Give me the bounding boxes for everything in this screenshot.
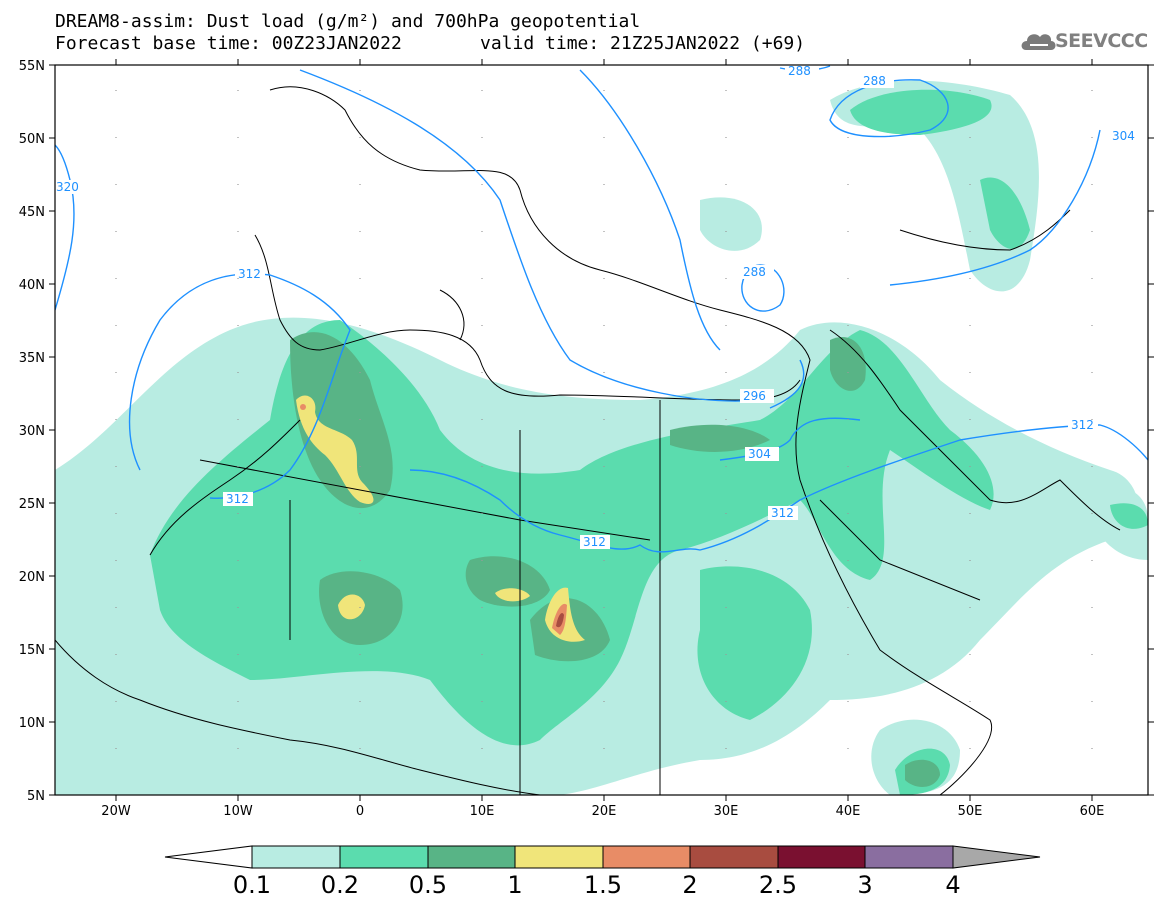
colorbar-labels: 0.1 0.2 0.5 1 1.5 2 2.5 3 4 bbox=[233, 871, 961, 899]
colorbar-label: 2.5 bbox=[759, 871, 797, 899]
axis-ticks bbox=[49, 59, 1154, 801]
lat-tick-label: 25N bbox=[19, 497, 45, 512]
contour-label: 312 bbox=[238, 267, 261, 281]
lat-tick-label: 5N bbox=[27, 789, 45, 804]
contour-label: 320 bbox=[56, 180, 79, 194]
contour-labels: 288 288 288 296 304 304 312 312 312 312 … bbox=[56, 64, 1144, 549]
lat-tick-label: 35N bbox=[19, 351, 45, 366]
contour-label: 312 bbox=[583, 535, 606, 549]
lat-tick-label: 15N bbox=[19, 643, 45, 658]
colorbar-under-arrow bbox=[164, 845, 253, 869]
contour-label: 312 bbox=[1071, 418, 1094, 432]
colorbar-swatch bbox=[514, 845, 604, 869]
lon-tick-label: 0 bbox=[356, 804, 364, 819]
longitude-labels: 20W 10W 0 10E 20E 30E 40E 50E 60E bbox=[101, 804, 1104, 819]
lon-tick-label: 10E bbox=[470, 804, 495, 819]
colorbar-swatch bbox=[689, 845, 779, 869]
colorbar-label: 3 bbox=[857, 871, 872, 899]
colorbar-swatch bbox=[339, 845, 429, 869]
lat-tick-label: 50N bbox=[19, 132, 45, 147]
colorbar-label: 1.5 bbox=[584, 871, 622, 899]
seevccc-logo-text: SEEVCCC bbox=[1055, 30, 1148, 52]
coastlines bbox=[55, 86, 1121, 795]
lat-tick-label: 45N bbox=[19, 205, 45, 220]
chart-title: DREAM8-assim: Dust load (g/m²) and 700hP… bbox=[55, 11, 641, 32]
colorbar-label: 4 bbox=[945, 871, 960, 899]
contour-label: 288 bbox=[788, 64, 811, 78]
forecast-times: Forecast base time: 00Z23JAN2022 valid ti… bbox=[55, 33, 805, 54]
base-time: Forecast base time: 00Z23JAN2022 bbox=[55, 33, 402, 54]
colorbar-swatch bbox=[602, 845, 691, 869]
colorbar-swatch bbox=[864, 845, 954, 869]
contour-label: 288 bbox=[743, 265, 766, 279]
lon-tick-label: 50E bbox=[958, 804, 983, 819]
lat-tick-label: 55N bbox=[19, 59, 45, 74]
contour-label: 312 bbox=[771, 506, 794, 520]
colorbar-over-arrow bbox=[952, 845, 1041, 869]
latitude-labels: 55N 50N 45N 40N 35N 30N 25N 20N 15N 10N … bbox=[19, 59, 45, 804]
cloud-icon bbox=[1021, 34, 1056, 50]
colorbar-swatch bbox=[427, 845, 516, 869]
colorbar-label: 0.2 bbox=[321, 871, 359, 899]
colorbar bbox=[164, 845, 1041, 869]
lon-tick-label: 10W bbox=[223, 804, 253, 819]
colorbar-label: 1 bbox=[507, 871, 522, 899]
contour-label: 288 bbox=[863, 74, 886, 88]
lon-tick-label: 20W bbox=[101, 804, 131, 819]
contour-label: 304 bbox=[1112, 129, 1135, 143]
colorbar-swatch bbox=[251, 845, 341, 869]
lon-tick-label: 30E bbox=[714, 804, 739, 819]
contour-label: 312 bbox=[226, 492, 249, 506]
colorbar-label: 0.5 bbox=[409, 871, 447, 899]
valid-time: valid time: 21Z25JAN2022 (+69) bbox=[480, 33, 806, 54]
colorbar-label: 0.1 bbox=[233, 871, 271, 899]
lat-tick-label: 30N bbox=[19, 424, 45, 439]
contour-label: 296 bbox=[743, 389, 766, 403]
lat-tick-label: 10N bbox=[19, 716, 45, 731]
lat-tick-label: 20N bbox=[19, 570, 45, 585]
dust-field bbox=[55, 65, 1148, 795]
lat-tick-label: 40N bbox=[19, 278, 45, 293]
colorbar-label: 2 bbox=[682, 871, 697, 899]
lon-tick-label: 40E bbox=[836, 804, 861, 819]
contour-label: 304 bbox=[748, 447, 771, 461]
lon-tick-label: 20E bbox=[592, 804, 617, 819]
colorbar-swatch bbox=[777, 845, 866, 869]
lon-tick-label: 60E bbox=[1080, 804, 1105, 819]
